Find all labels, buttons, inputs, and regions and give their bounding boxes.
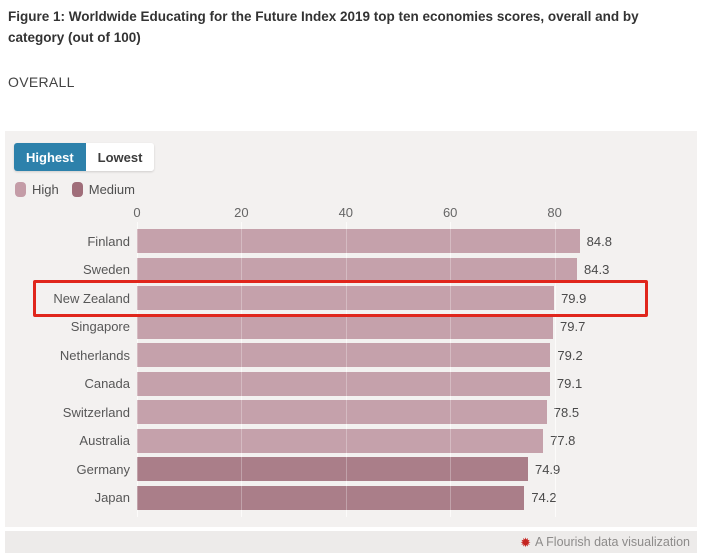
bar-row: New Zealand 79.9: [5, 284, 697, 313]
x-tick-label: 60: [442, 205, 458, 220]
bar[interactable]: [137, 286, 555, 311]
bar[interactable]: [137, 400, 547, 425]
plot-area: Finland 84.8 Sweden 84.3 New Zealand 79.9 Sing…: [5, 222, 697, 517]
legend-swatch: [15, 182, 26, 197]
value-label: 84.3: [584, 262, 610, 278]
bar-row: Netherlands 79.2: [5, 341, 697, 370]
section-label-overall: OVERALL: [8, 74, 75, 90]
legend-swatch: [71, 182, 83, 197]
bar[interactable]: [137, 314, 554, 339]
category-label: Australia: [79, 433, 130, 449]
value-label: 77.8: [550, 433, 576, 449]
category-label: Switzerland: [62, 404, 130, 420]
legend-item-high[interactable]: High: [15, 182, 59, 197]
x-axis: 0 20 40 60 80: [5, 205, 697, 225]
category-label: Finland: [87, 233, 130, 249]
x-tick-label: 80: [547, 205, 562, 220]
x-tick-label: 20: [234, 205, 249, 220]
legend-label: Medium: [88, 182, 135, 197]
tab-lowest[interactable]: Lowest: [85, 143, 155, 171]
bar-row: Switzerland 78.5: [5, 398, 697, 427]
category-label: Netherlands: [59, 347, 130, 363]
value-label: 84.8: [586, 233, 612, 249]
bar[interactable]: [137, 485, 525, 510]
value-label: 79.7: [560, 319, 586, 335]
bar[interactable]: [137, 457, 528, 482]
bar-rows: Finland 84.8 Sweden 84.3 New Zealand 79.9 Sing…: [5, 227, 697, 512]
category-label: New Zealand: [53, 290, 130, 306]
bar[interactable]: [137, 343, 551, 368]
figure-title: Figure 1: Worldwide Educating for the Fu…: [8, 9, 639, 45]
value-label: 78.5: [553, 404, 580, 420]
bar-row: Germany 74.9: [5, 455, 697, 484]
view-tabs: Highest Lowest: [14, 143, 155, 171]
value-label: 74.2: [531, 490, 557, 506]
value-label: 74.9: [534, 461, 561, 477]
category-label: Sweden: [83, 262, 130, 278]
bar-row: Singapore 79.7: [5, 313, 697, 342]
category-label: Japan: [94, 490, 130, 506]
attribution-text: A Flourish data visualization: [535, 535, 690, 549]
bar[interactable]: [137, 229, 580, 254]
category-label: Germany: [76, 461, 130, 477]
bar-row: Japan 74.2: [5, 484, 697, 513]
bar[interactable]: [137, 257, 578, 282]
value-label: 79.1: [556, 376, 583, 392]
attribution-bar[interactable]: ✹ A Flourish data visualization: [5, 531, 697, 553]
value-label: 79.9: [561, 290, 587, 306]
x-tick-label: 40: [338, 205, 354, 220]
bar-row: Finland 84.8: [5, 227, 697, 256]
legend: High Medium: [15, 182, 135, 197]
bar-row: Canada 79.1: [5, 370, 697, 399]
category-label: Singapore: [70, 319, 130, 335]
bar-row: Australia 77.8: [5, 427, 697, 456]
chart-card: Highest Lowest High Medium 0 20 40 60 80 Fin…: [5, 131, 697, 527]
bar[interactable]: [137, 428, 544, 453]
value-label: 79.2: [557, 347, 583, 363]
legend-label: High: [32, 182, 59, 197]
flourish-logo-icon: ✹: [520, 534, 532, 550]
bar[interactable]: [137, 371, 550, 396]
tab-highest[interactable]: Highest: [14, 143, 86, 171]
legend-item-medium[interactable]: Medium: [71, 182, 135, 197]
category-label: Canada: [84, 376, 130, 392]
x-tick-label: 0: [133, 205, 141, 220]
bar-row: Sweden 84.3: [5, 256, 697, 285]
